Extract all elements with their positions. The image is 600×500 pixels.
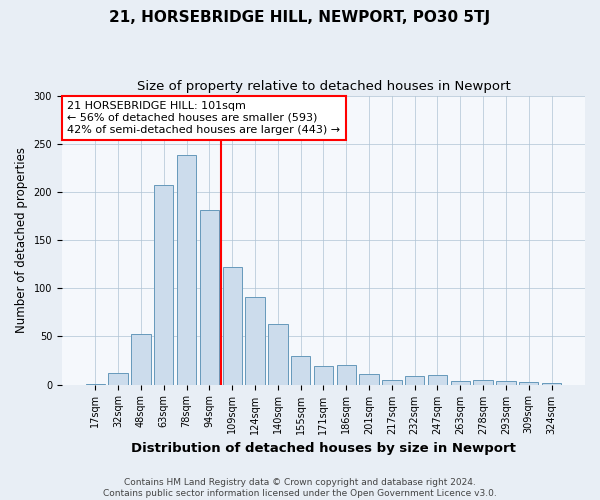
- Bar: [291, 356, 310, 384]
- Bar: [473, 380, 493, 384]
- Bar: [131, 334, 151, 384]
- Bar: [337, 366, 356, 384]
- Bar: [268, 324, 287, 384]
- Title: Size of property relative to detached houses in Newport: Size of property relative to detached ho…: [137, 80, 511, 93]
- Text: 21, HORSEBRIDGE HILL, NEWPORT, PO30 5TJ: 21, HORSEBRIDGE HILL, NEWPORT, PO30 5TJ: [109, 10, 491, 25]
- Bar: [154, 185, 173, 384]
- Text: Contains HM Land Registry data © Crown copyright and database right 2024.
Contai: Contains HM Land Registry data © Crown c…: [103, 478, 497, 498]
- Bar: [223, 267, 242, 384]
- Bar: [200, 210, 219, 384]
- Bar: [314, 366, 333, 384]
- Bar: [542, 382, 561, 384]
- Text: 21 HORSEBRIDGE HILL: 101sqm
← 56% of detached houses are smaller (593)
42% of se: 21 HORSEBRIDGE HILL: 101sqm ← 56% of det…: [67, 102, 340, 134]
- Bar: [177, 156, 196, 384]
- Y-axis label: Number of detached properties: Number of detached properties: [15, 147, 28, 333]
- Bar: [359, 374, 379, 384]
- Bar: [451, 380, 470, 384]
- Bar: [496, 380, 515, 384]
- Bar: [519, 382, 538, 384]
- Bar: [382, 380, 401, 384]
- X-axis label: Distribution of detached houses by size in Newport: Distribution of detached houses by size …: [131, 442, 516, 455]
- Bar: [245, 297, 265, 384]
- Bar: [428, 375, 447, 384]
- Bar: [109, 373, 128, 384]
- Bar: [405, 376, 424, 384]
